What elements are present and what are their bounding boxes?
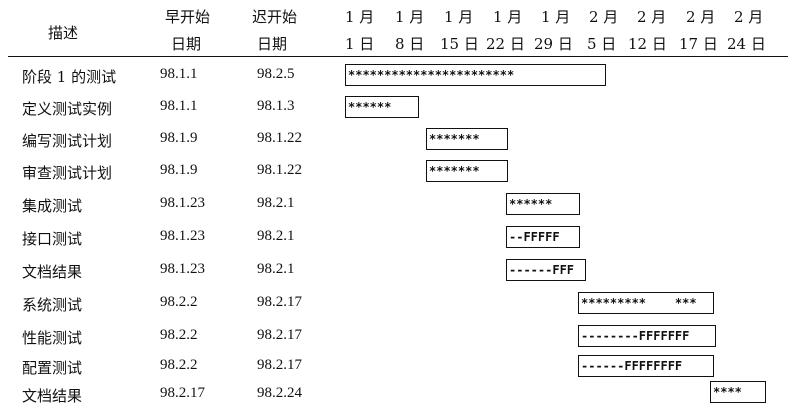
row-8-bar: ********* ***: [578, 292, 714, 314]
header-early-line1: 早开始: [165, 8, 211, 26]
row-9-desc: 性能测试: [22, 329, 83, 347]
row-10-late: 98.2.17: [257, 357, 302, 373]
header-desc: 描述: [48, 24, 79, 42]
row-4-desc: 审查测试计划: [22, 164, 113, 182]
row-3-late: 98.1.22: [257, 130, 302, 146]
row-2-early: 98.1.1: [160, 98, 198, 114]
date-day-8: 17 日: [679, 35, 718, 53]
row-4-late: 98.1.22: [257, 162, 302, 178]
date-day-6: 5 日: [587, 35, 617, 53]
row-7-late: 98.2.1: [257, 261, 295, 277]
row-11-early: 98.2.17: [160, 385, 205, 401]
row-7-bar: ------FFF: [506, 259, 586, 281]
row-7-desc: 文档结果: [22, 263, 83, 281]
row-5-bar: ******: [506, 193, 580, 215]
row-11-desc: 文档结果: [22, 387, 83, 405]
row-1-late: 98.2.5: [257, 66, 295, 82]
row-5-late: 98.2.1: [257, 195, 295, 211]
date-month-3: 1 月: [444, 8, 474, 26]
header-late-line2: 日期: [257, 35, 288, 53]
row-11-bar: ****: [710, 381, 766, 403]
date-month-2: 1 月: [395, 8, 425, 26]
date-day-9: 24 日: [727, 35, 766, 53]
row-2-desc: 定义测试实例: [22, 100, 113, 118]
date-month-7: 2 月: [637, 8, 667, 26]
date-month-9: 2 月: [734, 8, 764, 26]
row-8-early: 98.2.2: [160, 294, 198, 310]
row-2-late: 98.1.3: [257, 98, 295, 114]
row-6-desc: 接口测试: [22, 230, 83, 248]
row-9-bar: --------FFFFFFF: [578, 325, 716, 347]
row-9-early: 98.2.2: [160, 327, 198, 343]
date-day-7: 12 日: [628, 35, 667, 53]
row-7-early: 98.1.23: [160, 261, 205, 277]
row-9-late: 98.2.17: [257, 327, 302, 343]
row-1-desc: 阶段 1 的测试: [22, 68, 117, 86]
row-6-late: 98.2.1: [257, 228, 295, 244]
row-10-early: 98.2.2: [160, 357, 198, 373]
row-4-early: 98.1.9: [160, 162, 198, 178]
row-6-bar: --FFFFF: [506, 226, 580, 248]
date-month-1: 1 月: [345, 8, 375, 26]
row-4-bar: *******: [426, 160, 508, 182]
date-day-4: 22 日: [486, 35, 525, 53]
date-month-6: 2 月: [589, 8, 619, 26]
row-1-early: 98.1.1: [160, 66, 198, 82]
row-1-bar: ***********************: [345, 64, 606, 86]
row-3-bar: *******: [426, 128, 508, 150]
date-day-5: 29 日: [534, 35, 573, 53]
header-early-line2: 日期: [171, 35, 202, 53]
row-10-bar: ------FFFFFFFF: [578, 355, 714, 377]
row-2-bar: ******: [345, 96, 419, 118]
date-month-5: 1 月: [541, 8, 571, 26]
date-day-3: 15 日: [440, 35, 479, 53]
date-month-4: 1 月: [493, 8, 523, 26]
row-11-late: 98.2.24: [257, 385, 302, 401]
row-10-desc: 配置测试: [22, 359, 83, 377]
header-divider: [8, 56, 788, 57]
row-5-early: 98.1.23: [160, 195, 205, 211]
date-day-2: 8 日: [395, 35, 425, 53]
row-3-early: 98.1.9: [160, 130, 198, 146]
row-8-late: 98.2.17: [257, 294, 302, 310]
header-late-line1: 迟开始: [252, 8, 298, 26]
row-6-early: 98.1.23: [160, 228, 205, 244]
row-5-desc: 集成测试: [22, 197, 83, 215]
date-month-8: 2 月: [686, 8, 716, 26]
date-day-1: 1 日: [345, 35, 375, 53]
row-3-desc: 编写测试计划: [22, 132, 113, 150]
row-8-desc: 系统测试: [22, 296, 83, 314]
